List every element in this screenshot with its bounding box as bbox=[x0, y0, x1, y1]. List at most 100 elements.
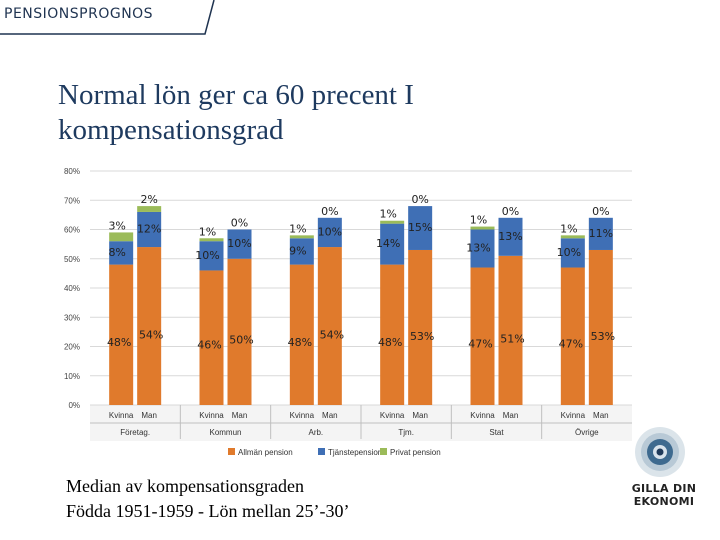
bar-segment-tj-nstepension bbox=[289, 238, 314, 265]
data-label: 9% bbox=[289, 244, 306, 257]
bar-segment-allm-n-pension bbox=[317, 247, 342, 405]
data-label: 0% bbox=[231, 217, 248, 230]
data-label: 53% bbox=[410, 330, 434, 343]
legend-label: Privat pension bbox=[390, 448, 441, 457]
y-tick-label: 70% bbox=[64, 196, 80, 205]
data-label: 1% bbox=[560, 222, 577, 235]
legend-label: Allmän pension bbox=[238, 448, 293, 457]
legend-label: Tjänstepension bbox=[328, 448, 382, 457]
bar-segment-privat-pension bbox=[470, 226, 495, 230]
bar-segment-allm-n-pension bbox=[199, 270, 224, 405]
x-tick-label: Man bbox=[412, 411, 428, 420]
data-label: 50% bbox=[229, 334, 253, 347]
bar-segment-tj-nstepension bbox=[199, 241, 224, 271]
x-tick-label: Man bbox=[232, 411, 248, 420]
legend-swatch bbox=[228, 448, 235, 455]
data-label: 47% bbox=[468, 337, 492, 350]
bar-segment-allm-n-pension bbox=[289, 264, 314, 405]
data-label: 13% bbox=[498, 230, 522, 243]
data-label: 1% bbox=[470, 214, 487, 227]
data-label: 53% bbox=[591, 330, 615, 343]
bar-segment-tj-nstepension bbox=[588, 217, 613, 250]
data-label: 10% bbox=[318, 225, 342, 238]
data-label: 14% bbox=[376, 237, 400, 250]
data-label: 48% bbox=[378, 336, 402, 349]
logo-text-line-1: GILLA DIN bbox=[631, 482, 697, 495]
x-tick-label: Kvinna bbox=[470, 411, 495, 420]
x-tick-label: Kvinna bbox=[199, 411, 224, 420]
bar-segment-allm-n-pension bbox=[380, 264, 405, 405]
bar-segment-tj-nstepension bbox=[227, 229, 252, 259]
y-tick-label: 60% bbox=[64, 226, 80, 235]
y-tick-label: 40% bbox=[64, 284, 80, 293]
bar-segment-tj-nstepension bbox=[560, 238, 585, 268]
y-tick-label: 80% bbox=[64, 167, 80, 176]
x-tick-label: Kvinna bbox=[290, 411, 315, 420]
x-tick-label: Man bbox=[593, 411, 609, 420]
data-label: 10% bbox=[195, 249, 219, 262]
data-label: 0% bbox=[592, 205, 609, 218]
bar-segment-tj-nstepension bbox=[498, 217, 523, 256]
group-label: Företag. bbox=[120, 428, 150, 437]
x-tick-label: Kvinna bbox=[561, 411, 586, 420]
group-label: Övrige bbox=[575, 428, 599, 437]
data-label: 47% bbox=[559, 337, 583, 350]
data-label: 2% bbox=[140, 193, 157, 206]
group-label: Arb. bbox=[308, 428, 323, 437]
data-label: 54% bbox=[139, 329, 163, 342]
caption-line-2: Födda 1951-1959 - Lön mellan 25’-30’ bbox=[66, 501, 350, 521]
bar-segment-privat-pension bbox=[137, 206, 162, 212]
data-label: 1% bbox=[199, 225, 216, 238]
bar-segment-tj-nstepension bbox=[470, 229, 495, 268]
slide-title-line-2: kompensationsgrad bbox=[58, 114, 284, 146]
y-tick-label: 10% bbox=[64, 372, 80, 381]
data-label: 3% bbox=[108, 219, 125, 232]
section-label: PENSIONSPROGNOS bbox=[4, 6, 154, 22]
legend-swatch bbox=[380, 448, 387, 455]
y-tick-label: 30% bbox=[64, 313, 80, 322]
gilla-din-ekonomi-logo: GILLA DIN EKONOMI bbox=[626, 424, 702, 516]
data-label: 48% bbox=[288, 336, 312, 349]
data-label: 10% bbox=[557, 246, 581, 259]
bar-segment-privat-pension bbox=[380, 220, 405, 224]
data-label: 1% bbox=[379, 208, 396, 221]
data-label: 8% bbox=[108, 246, 125, 259]
data-label: 54% bbox=[320, 329, 344, 342]
slide-title-line-1: Normal lön ger ca 60 precent I bbox=[58, 79, 414, 111]
bar-segment-privat-pension bbox=[289, 235, 314, 239]
y-tick-label: 0% bbox=[68, 401, 80, 410]
bar-segment-allm-n-pension bbox=[109, 264, 134, 405]
bar-segment-tj-nstepension bbox=[137, 211, 162, 248]
logo-text-line-2: EKONOMI bbox=[633, 495, 695, 508]
group-label: Tjm. bbox=[398, 428, 414, 437]
bar-segment-tj-nstepension bbox=[380, 223, 405, 265]
data-label: 0% bbox=[411, 193, 428, 206]
bar-segment-tj-nstepension bbox=[317, 217, 342, 248]
bar-segment-allm-n-pension bbox=[498, 255, 523, 405]
x-tick-label: Man bbox=[503, 411, 519, 420]
legend-swatch bbox=[318, 448, 325, 455]
bar-segment-tj-nstepension bbox=[109, 241, 134, 265]
data-label: 11% bbox=[589, 227, 613, 240]
caption-line-1: Median av kompensationsgraden bbox=[66, 476, 304, 496]
bar-segment-allm-n-pension bbox=[227, 258, 252, 405]
x-tick-label: Man bbox=[141, 411, 157, 420]
y-tick-label: 50% bbox=[64, 255, 80, 264]
group-label: Kommun bbox=[209, 428, 241, 437]
bar-segment-allm-n-pension bbox=[560, 267, 585, 405]
x-tick-label: Kvinna bbox=[380, 411, 405, 420]
data-label: 13% bbox=[466, 242, 490, 255]
y-tick-label: 20% bbox=[64, 343, 80, 352]
data-label: 48% bbox=[107, 336, 131, 349]
data-label: 1% bbox=[289, 222, 306, 235]
slide-title: Normal lön ger ca 60 precent I kompensat… bbox=[58, 78, 658, 148]
bar-segment-privat-pension bbox=[109, 232, 134, 242]
header-decoration bbox=[0, 0, 215, 35]
bar-segment-allm-n-pension bbox=[588, 249, 613, 405]
slide-caption: Median av kompensationsgraden Födda 1951… bbox=[66, 474, 349, 524]
bar-segment-allm-n-pension bbox=[470, 267, 495, 405]
data-label: 0% bbox=[502, 205, 519, 218]
x-tick-label: Man bbox=[322, 411, 338, 420]
data-label: 0% bbox=[321, 205, 338, 218]
bar-segment-privat-pension bbox=[560, 235, 585, 239]
